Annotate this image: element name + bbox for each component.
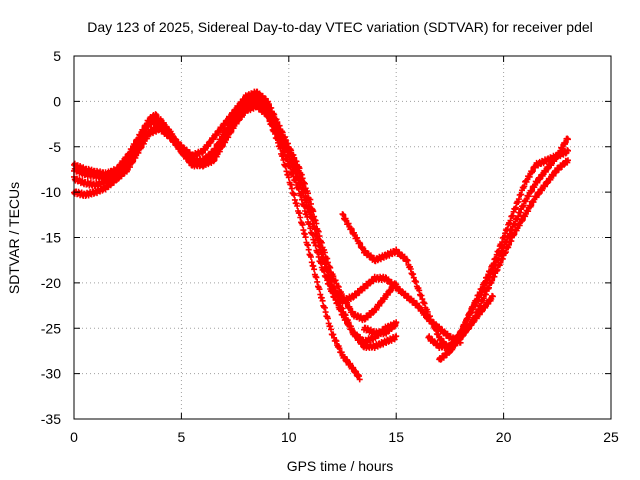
series-markers [446,292,496,350]
x-tick-label: 0 [70,429,78,445]
y-tick-label: -25 [41,320,61,336]
grid [74,56,611,419]
y-tick-label: -20 [41,275,61,291]
series-9 [446,292,496,350]
series-7 [425,135,571,351]
chart-title: Day 123 of 2025, Sidereal Day-to-day VTE… [87,19,593,35]
y-tick-label: -30 [41,366,61,382]
x-tick-label: 5 [178,429,186,445]
y-tick-label: 0 [53,93,61,109]
y-tick-label: 5 [53,48,61,64]
x-tick-label: 25 [603,429,619,445]
x-tick-label: 15 [388,429,404,445]
x-tick-label: 10 [281,429,297,445]
series-markers [361,319,400,338]
series-markers [264,111,464,346]
axes: 0 5 10 15 20 25 5 0 -5 -10 -15 -20 -25 -30 -35 [41,48,619,445]
y-tick-label: -35 [41,411,61,427]
series-markers [425,135,571,351]
y-axis-label: SDTVAR / TECUs [6,182,22,294]
x-tick-label: 20 [496,429,512,445]
y-tick-label: -10 [41,184,61,200]
series-10 [361,319,400,338]
y-tick-label: -15 [41,230,61,246]
x-axis-label: GPS time / hours [287,458,394,474]
data-series [71,88,571,383]
series-5 [264,111,464,346]
y-tick-label: -5 [49,139,62,155]
